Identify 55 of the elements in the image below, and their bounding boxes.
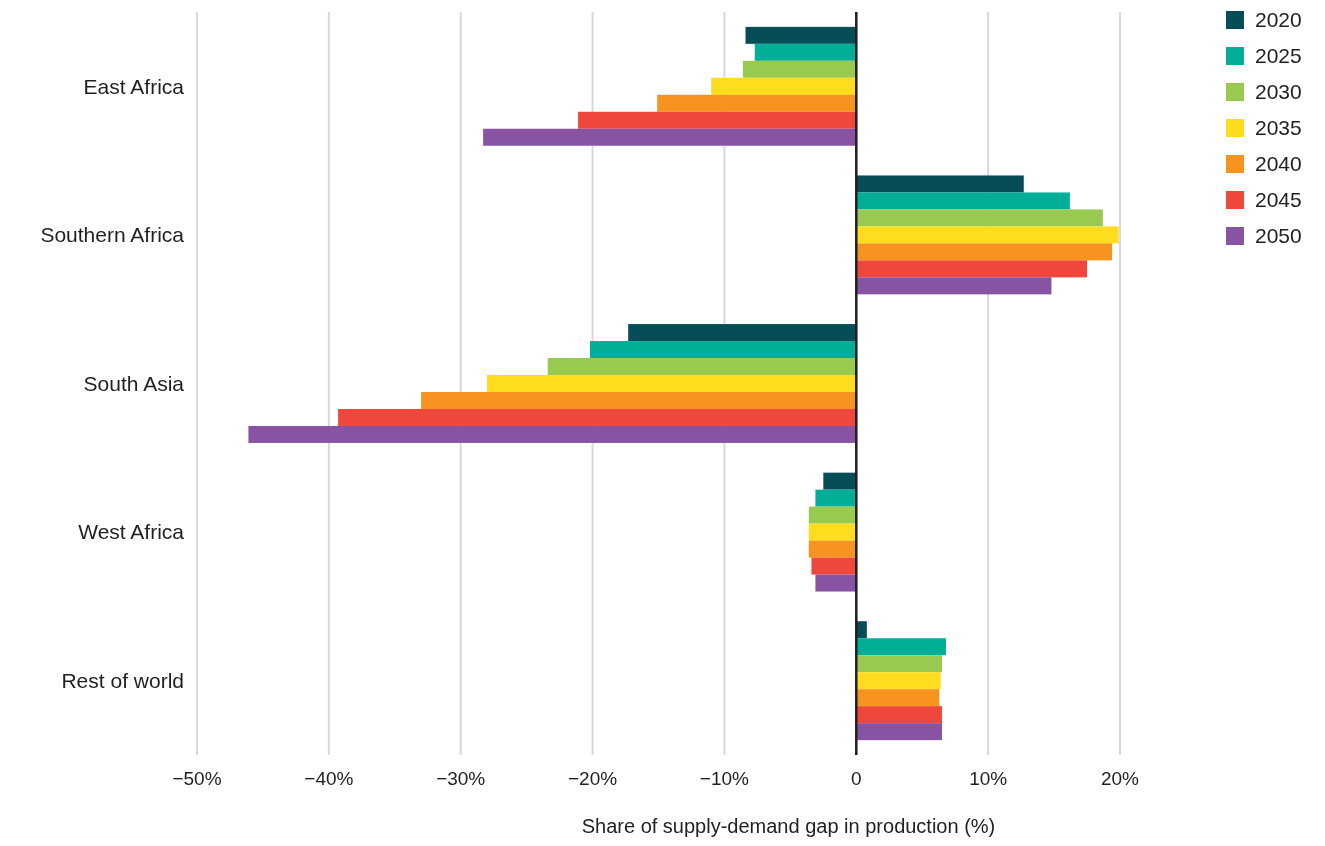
- bar: [754, 43, 857, 61]
- bar: [815, 574, 857, 592]
- bar: [856, 226, 1119, 244]
- bar: [856, 672, 941, 690]
- bar: [578, 111, 857, 129]
- bar: [856, 723, 942, 741]
- bar: [421, 391, 857, 409]
- bar: [742, 60, 857, 78]
- bar: [811, 557, 857, 575]
- x-tick-label: 20%: [1100, 768, 1140, 789]
- y-tick-label: Southern Africa: [40, 223, 185, 247]
- bar: [856, 689, 940, 707]
- bar: [856, 243, 1113, 261]
- bar: [547, 358, 857, 376]
- y-tick-label: South Asia: [83, 371, 185, 395]
- bar: [483, 128, 857, 146]
- bar: [808, 523, 857, 541]
- bar: [657, 94, 857, 112]
- bar: [856, 192, 1070, 210]
- bar: [856, 638, 946, 656]
- x-tick-label: −40%: [304, 768, 354, 789]
- bar: [628, 324, 857, 342]
- bar: [856, 260, 1088, 278]
- bar: [856, 706, 942, 724]
- bar: [338, 408, 857, 426]
- x-tick-label: −50%: [172, 768, 222, 789]
- bar: [487, 375, 857, 392]
- bar: [856, 209, 1103, 227]
- y-tick-label: Rest of world: [61, 669, 184, 693]
- x-tick-label: −10%: [699, 768, 750, 789]
- bar: [248, 425, 857, 443]
- y-tick-label: East Africa: [83, 74, 185, 98]
- legend-label: 2040: [1255, 152, 1302, 176]
- bar: [808, 540, 857, 558]
- legend-label: 2045: [1255, 188, 1302, 212]
- legend-label: 2035: [1255, 116, 1302, 140]
- legend-label: 2050: [1255, 224, 1302, 248]
- bar: [856, 175, 1024, 193]
- legend-label: 2025: [1255, 44, 1302, 68]
- y-tick-label: West Africa: [78, 520, 185, 544]
- bar: [745, 26, 857, 44]
- x-tick-label: −20%: [568, 768, 618, 789]
- bar: [711, 77, 857, 95]
- x-tick-label: −30%: [436, 768, 486, 789]
- bar: [808, 506, 857, 524]
- x-tick-label: 0: [851, 768, 862, 789]
- bar: [589, 341, 857, 359]
- legend-label: 2020: [1255, 8, 1302, 32]
- bar: [856, 655, 942, 673]
- bar: [823, 472, 857, 490]
- bar: [856, 277, 1052, 295]
- x-tick-label: 10%: [969, 768, 1008, 789]
- x-axis-title: Share of supply-demand gap in production (%): [581, 815, 996, 837]
- legend-label: 2030: [1255, 80, 1302, 104]
- bar: [815, 489, 857, 507]
